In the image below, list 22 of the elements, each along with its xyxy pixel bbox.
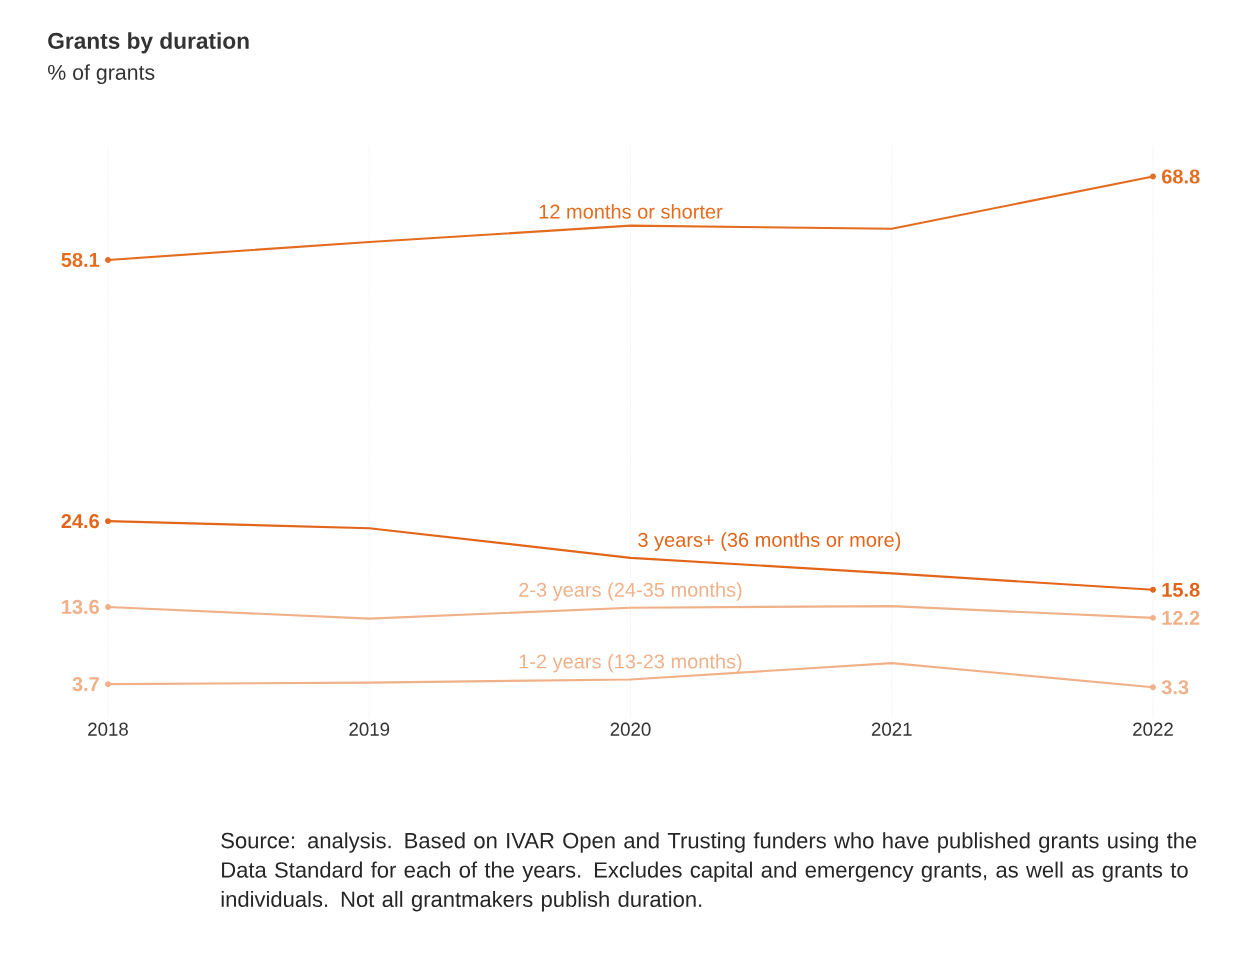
chart-subtitle: % of grants: [48, 64, 155, 85]
chart-title: Grants by duration: [48, 32, 249, 54]
point: [1150, 173, 1156, 180]
data-label: 12.2: [1162, 610, 1200, 625]
point: [1150, 586, 1156, 593]
data-label: 24.6: [61, 514, 99, 529]
data-label: 68.8: [1162, 169, 1200, 184]
data-label: 58.1: [61, 252, 100, 268]
x-tick-label: 2018: [88, 722, 128, 736]
source-note: Source: analysis. Based on IVAR Open and Trusting funders who have published grants using the Data Standard for each of the years. Excludes capital and emergency grants, as well as grants to individuals. Not all grantmakers publish duration.: [221, 832, 1197, 912]
series-label: 2-3 years (24-35 months): [519, 582, 742, 601]
data-label: 3.7: [72, 677, 99, 692]
x-tick-label: 2021: [871, 722, 912, 736]
series-label: 12 months or shorter: [539, 204, 723, 219]
data-label: 15.8: [1162, 582, 1200, 597]
x-tick-label: 2020: [610, 722, 651, 736]
data-label: 3.3: [1161, 680, 1189, 695]
series-label: 3 years+ (36 months or more): [638, 532, 901, 551]
x-tick-label: 2019: [349, 722, 390, 736]
series-label: 1-2 years (13-23 months): [519, 653, 742, 673]
x-tick-label: 2022: [1133, 722, 1173, 736]
data-label: 13.6: [62, 599, 99, 615]
